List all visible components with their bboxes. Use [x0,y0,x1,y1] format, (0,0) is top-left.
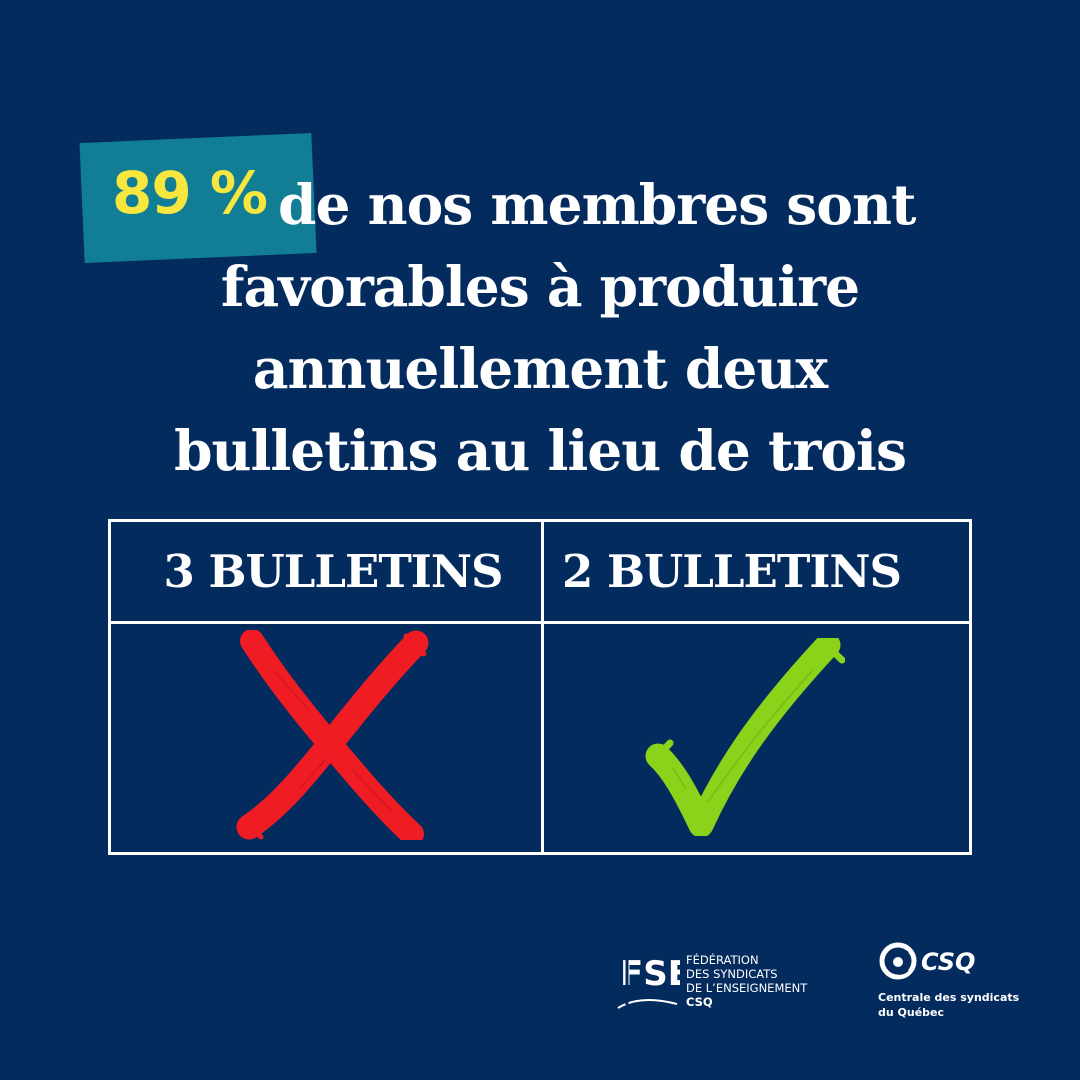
fse-organization-name: FÉDÉRATION DES SYNDICATS DE L’ENSEIGNEME… [686,953,807,1009]
table-header-divider [111,621,969,624]
fse-logo: FSE FÉDÉRATION DES SYNDICATS DE L’ENSEIG… [612,946,842,1018]
headline: de nos membres sont favorables à produir… [0,164,1080,492]
headline-line-1: de nos membres sont [278,172,916,237]
comparison-table: 3 BULLETINS 2 BULLETINS [108,519,972,855]
two-bulletins-heading: 2 BULLETINS [562,545,902,598]
csq-name-line-2: du Québec [878,1006,945,1019]
fse-mark-icon: FSE [617,954,680,1009]
percentage-value: 89 % [112,159,268,227]
x-mark-icon [236,630,429,840]
headline-line-4: bulletins au lieu de trois [174,418,907,483]
three-bulletins-heading: 3 BULLETINS [163,545,503,598]
csq-logo: CSQ Centrale des syndicats du Québec [876,940,1026,1024]
csq-name-line-1: Centrale des syndicats [878,991,1020,1004]
check-mark-icon [645,638,845,836]
fse-name-line-4: CSQ [686,995,713,1009]
csq-full-name: Centrale des syndicats du Québec [878,990,1019,1020]
table-column-divider [541,522,544,852]
fse-name-line-1: FÉDÉRATION [686,953,759,967]
csq-swirl-icon [879,942,917,980]
csq-name: CSQ [921,948,976,976]
svg-text:FSE: FSE [620,954,680,994]
fse-name-line-2: DES SYNDICATS [686,967,778,981]
headline-line-2: favorables à produire [220,254,860,319]
headline-line-3: annuellement deux [252,336,828,401]
fse-name-line-3: DE L’ENSEIGNEMENT [686,981,808,995]
